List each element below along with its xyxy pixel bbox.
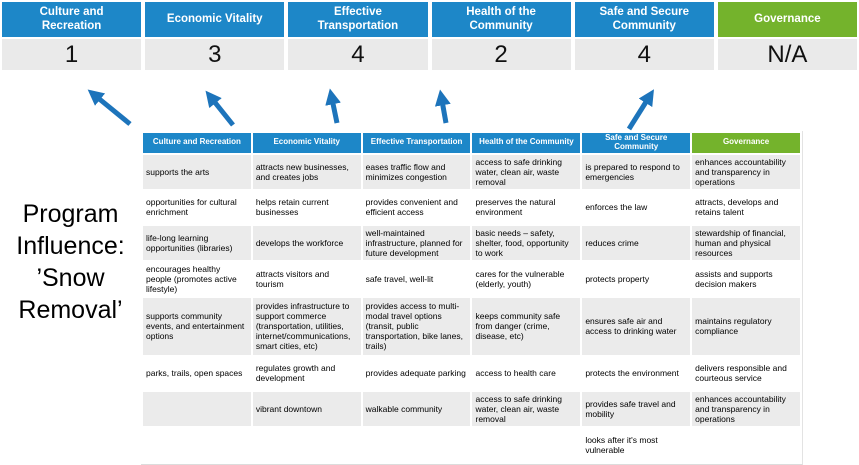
matrix-cell: attracts visitors and tourism bbox=[252, 261, 361, 296]
matrix-header-row: Culture and Recreation Economic Vitality E… bbox=[143, 133, 800, 153]
matrix-body: supports the arts attracts new businesses… bbox=[143, 154, 800, 462]
matrix-column-header-effective-transportation: Effective Transportation bbox=[362, 133, 471, 153]
matrix-cell bbox=[252, 427, 361, 462]
matrix-cell-highlighted: provides safe travel and mobility bbox=[582, 391, 691, 426]
matrix-cell: reduces crime bbox=[582, 225, 691, 260]
program-influence-label: Program Influence: ’Snow Removal’ bbox=[16, 200, 125, 324]
up-arrow-icon bbox=[626, 89, 654, 131]
matrix-cell: access to safe drinking water, clean air… bbox=[472, 391, 581, 426]
matrix-cell: supports community events, and entertain… bbox=[143, 297, 251, 355]
category-score-economic-vitality: 3 bbox=[145, 39, 285, 70]
matrix-column-header-governance: Governance bbox=[692, 133, 800, 153]
matrix-cell: maintains regulatory compliance bbox=[692, 297, 800, 355]
matrix-cell: enforces the law bbox=[582, 190, 691, 224]
category-header-governance: Governance bbox=[717, 2, 857, 37]
category-score-effective-transportation: 4 bbox=[288, 39, 428, 70]
matrix-cell: access to safe drinking water, clean air… bbox=[472, 154, 581, 189]
matrix-column-header-health-of-the-community: Health of the Community bbox=[472, 133, 581, 153]
matrix-cell-highlighted: safe travel, well-lit bbox=[362, 261, 471, 296]
matrix-cell bbox=[472, 427, 581, 462]
matrix-row: encourages healthy people (promotes acti… bbox=[143, 261, 800, 296]
matrix-row: supports community events, and entertain… bbox=[143, 297, 800, 355]
matrix-cell-highlighted: helps retain current businesses bbox=[252, 190, 361, 224]
matrix-cell-highlighted: keeps community safe from danger (crime,… bbox=[472, 297, 581, 355]
matrix-cell-highlighted: eases traffic flow and minimizes congest… bbox=[362, 154, 471, 189]
matrix-column-header-culture-and-recreation: Culture and Recreation bbox=[143, 133, 251, 153]
category-header-effective-transportation: Effective Transportation bbox=[288, 2, 428, 37]
matrix-cell: opportunities for cultural enrichment bbox=[143, 190, 251, 224]
matrix-cell: stewardship of financial, human and phys… bbox=[692, 225, 800, 260]
matrix-cell bbox=[143, 391, 251, 426]
up-arrow-icon bbox=[205, 90, 235, 127]
matrix-cell: assists and supports decision makers bbox=[692, 261, 800, 296]
score-band: 1 3 4 2 4 N/A bbox=[2, 39, 857, 70]
category-score-safe-and-secure-community: 4 bbox=[574, 39, 714, 70]
matrix-cell: enhances accountability and transparency… bbox=[692, 391, 800, 426]
matrix-column-header-safe-and-secure-community: Safe and Secure Community bbox=[582, 133, 691, 153]
matrix-row: opportunities for cultural enrichment hel… bbox=[143, 190, 800, 224]
matrix-cell: encourages healthy people (promotes acti… bbox=[143, 261, 251, 296]
matrix-row: vibrant downtown walkable community access… bbox=[143, 391, 800, 426]
matrix-cell: preserves the natural environment bbox=[472, 190, 581, 224]
matrix-cell: vibrant downtown bbox=[252, 391, 361, 426]
matrix-cell: attracts new businesses, and creates job… bbox=[252, 154, 361, 189]
matrix-cell-highlighted: provides infrastructure to support comme… bbox=[252, 297, 361, 355]
matrix-cell: enhances accountability and transparency… bbox=[692, 154, 800, 189]
matrix-row: life-long learning opportunities (librar… bbox=[143, 225, 800, 260]
matrix-cell: well-maintained infrastructure, planned … bbox=[362, 225, 471, 260]
matrix-cell: provides adequate parking bbox=[362, 356, 471, 390]
matrix-cell-highlighted: provides convenient and efficient access bbox=[362, 190, 471, 224]
category-band: Culture and Recreation Economic Vitality E… bbox=[2, 2, 857, 37]
matrix-cell: develops the workforce bbox=[252, 225, 361, 260]
matrix-cell bbox=[143, 427, 251, 462]
category-header-safe-and-secure-community: Safe and Secure Community bbox=[574, 2, 714, 37]
category-score-governance: N/A bbox=[717, 39, 857, 70]
matrix-cell: supports the arts bbox=[143, 154, 251, 189]
matrix-row: looks after it's most vulnerable bbox=[143, 427, 800, 462]
matrix-cell: delivers responsible and courteous servi… bbox=[692, 356, 800, 390]
matrix-cell-highlighted: protects property bbox=[582, 261, 691, 296]
matrix-cell: life-long learning opportunities (librar… bbox=[143, 225, 251, 260]
matrix-cell-highlighted: provides access to multi-modal travel op… bbox=[362, 297, 471, 355]
matrix-row: parks, trails, open spaces regulates grow… bbox=[143, 356, 800, 390]
matrix-table: Culture and Recreation Economic Vitality E… bbox=[141, 131, 803, 465]
matrix-cell bbox=[692, 427, 800, 462]
category-score-health-of-the-community: 2 bbox=[431, 39, 571, 70]
matrix-cell: protects the environment bbox=[582, 356, 691, 390]
up-arrow-icon bbox=[434, 89, 451, 124]
up-arrow-icon bbox=[87, 89, 132, 126]
matrix-cell-highlighted: cares for the vulnerable (elderly, youth… bbox=[472, 261, 581, 296]
matrix-cell: regulates growth and development bbox=[252, 356, 361, 390]
matrix-cell-highlighted: is prepared to respond to emergencies bbox=[582, 154, 691, 189]
matrix-row: supports the arts attracts new businesses… bbox=[143, 154, 800, 189]
matrix-cell-highlighted: looks after it's most vulnerable bbox=[582, 427, 691, 462]
matrix-cell-highlighted: basic needs – safety, shelter, food, opp… bbox=[472, 225, 581, 260]
matrix-column-header-economic-vitality: Economic Vitality bbox=[252, 133, 361, 153]
matrix-cell bbox=[362, 427, 471, 462]
matrix-cell: attracts, develops and retains talent bbox=[692, 190, 800, 224]
category-header-culture-and-recreation: Culture and Recreation bbox=[2, 2, 142, 37]
matrix-cell-highlighted: parks, trails, open spaces bbox=[143, 356, 251, 390]
matrix-cell: access to health care bbox=[472, 356, 581, 390]
matrix-cell: walkable community bbox=[362, 391, 471, 426]
category-header-economic-vitality: Economic Vitality bbox=[145, 2, 285, 37]
category-score-culture-and-recreation: 1 bbox=[2, 39, 142, 70]
matrix-cell: ensures safe air and access to drinking … bbox=[582, 297, 691, 355]
category-header-health-of-the-community: Health of the Community bbox=[431, 2, 571, 37]
up-arrow-icon bbox=[325, 88, 341, 124]
